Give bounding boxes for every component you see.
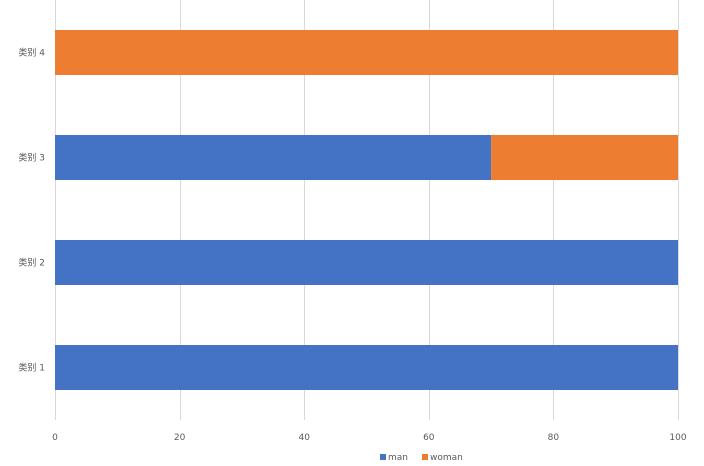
x-tick-label: 100 bbox=[669, 433, 686, 443]
x-tick-label: 20 bbox=[174, 433, 186, 443]
bar-man-3 bbox=[55, 135, 492, 180]
x-tick-label: 60 bbox=[423, 433, 435, 443]
category-label: 类别 2 bbox=[18, 257, 45, 269]
category-axis-labels: 类别 1 类别 2 类别 3 类别 4 bbox=[18, 47, 45, 374]
value-axis-tick-labels: 0 20 40 60 80 100 bbox=[52, 433, 687, 443]
category-label: 类别 3 bbox=[18, 152, 45, 164]
legend-swatch-woman bbox=[422, 454, 428, 460]
bar-man-2 bbox=[55, 240, 678, 285]
bars bbox=[55, 30, 678, 390]
x-tick-label: 0 bbox=[52, 433, 58, 443]
bar-woman-4 bbox=[55, 30, 678, 75]
x-tick-label: 80 bbox=[548, 433, 560, 443]
legend-label-woman: woman bbox=[430, 453, 463, 463]
x-tick-label: 40 bbox=[298, 433, 310, 443]
category-label: 类别 1 bbox=[18, 362, 45, 374]
bar-woman-3 bbox=[491, 135, 678, 180]
legend-label-man: man bbox=[388, 453, 408, 463]
legend: man woman bbox=[380, 453, 463, 463]
legend-swatch-man bbox=[380, 454, 386, 460]
bar-man-1 bbox=[55, 345, 678, 390]
category-label: 类别 4 bbox=[18, 47, 45, 59]
